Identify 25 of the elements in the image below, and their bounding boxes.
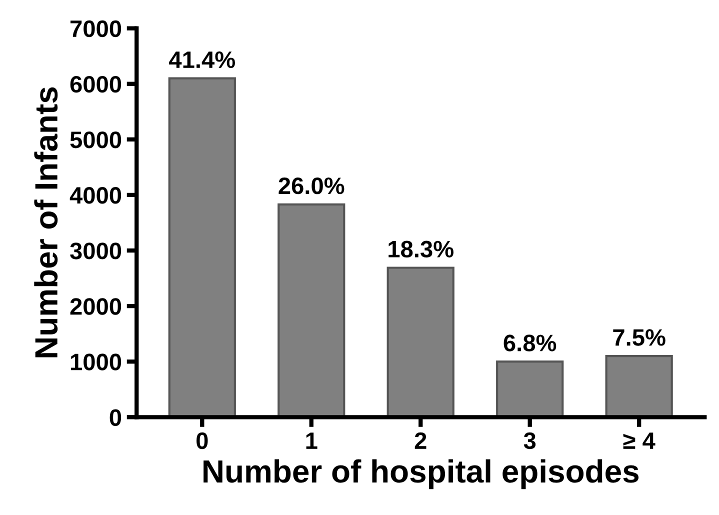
x-tick-label: 3 (524, 432, 536, 450)
bar (496, 360, 564, 418)
x-tick-label: 0 (196, 432, 208, 450)
y-tick-label: 4000 (70, 187, 122, 204)
bar (278, 203, 346, 418)
annotation: 18.3% (388, 240, 454, 258)
x-tick-label: 2 (414, 432, 426, 449)
y-tick-label: 6000 (70, 76, 122, 93)
y-tick-label: 5000 (70, 131, 122, 148)
annotation: 6.8% (504, 334, 556, 352)
bar (168, 77, 236, 418)
y-tick-label: 1000 (70, 354, 122, 370)
y-tick-label: 3000 (70, 242, 122, 260)
x-axis-title: Number of hospital episodes (204, 459, 639, 490)
y-tick-label: 0 (110, 409, 122, 426)
y-axis-title: Number of Infants (34, 87, 58, 358)
annotation: 41.4% (169, 51, 236, 68)
x-tick-label: 1 (306, 432, 318, 449)
bar (605, 355, 673, 418)
annotation: 26.0% (278, 177, 344, 194)
annotation: 7.5% (613, 329, 666, 346)
bar (386, 266, 454, 418)
x-tick-label: ≥ 4 (623, 432, 656, 449)
y-tick-label: 2000 (70, 298, 122, 315)
y-tick-label: 7000 (70, 20, 122, 38)
